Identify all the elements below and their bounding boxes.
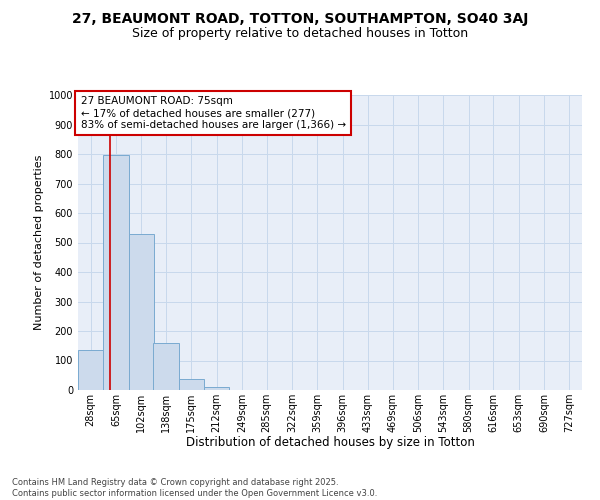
Y-axis label: Number of detached properties: Number of detached properties	[34, 155, 44, 330]
Text: Contains HM Land Registry data © Crown copyright and database right 2025.
Contai: Contains HM Land Registry data © Crown c…	[12, 478, 377, 498]
X-axis label: Distribution of detached houses by size in Totton: Distribution of detached houses by size …	[185, 436, 475, 450]
Bar	[103, 156, 128, 390]
Bar	[128, 234, 154, 390]
Bar	[204, 387, 229, 390]
Text: 27 BEAUMONT ROAD: 75sqm
← 17% of detached houses are smaller (277)
83% of semi-d: 27 BEAUMONT ROAD: 75sqm ← 17% of detache…	[80, 96, 346, 130]
Bar	[154, 344, 179, 390]
Text: 27, BEAUMONT ROAD, TOTTON, SOUTHAMPTON, SO40 3AJ: 27, BEAUMONT ROAD, TOTTON, SOUTHAMPTON, …	[72, 12, 528, 26]
Bar	[78, 350, 103, 390]
Text: Size of property relative to detached houses in Totton: Size of property relative to detached ho…	[132, 28, 468, 40]
Bar	[179, 379, 204, 390]
